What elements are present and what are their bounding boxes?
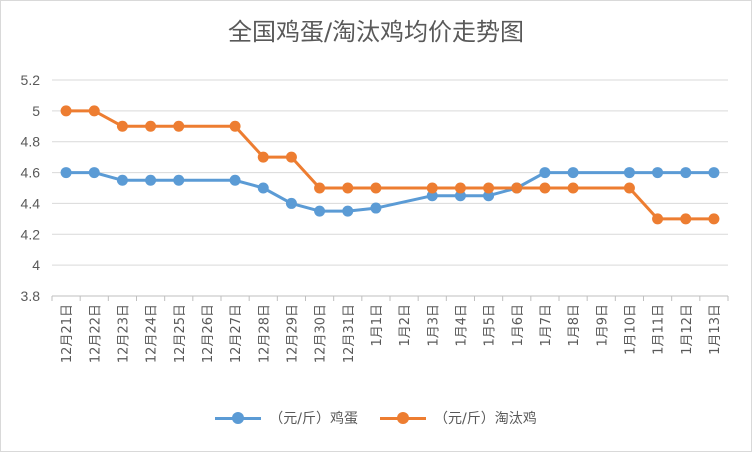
x-tick-label: 1月7日 bbox=[539, 304, 554, 347]
series-1-point bbox=[257, 151, 269, 163]
series-1-point bbox=[173, 120, 185, 132]
series-1-point bbox=[116, 120, 128, 132]
legend-swatch-eggs bbox=[215, 411, 262, 425]
y-tick-label: 5.2 bbox=[21, 72, 41, 88]
y-tick-label: 4.4 bbox=[21, 195, 41, 211]
series-0-point bbox=[370, 202, 382, 214]
legend-swatch-culled-hens bbox=[380, 411, 426, 425]
series-0-point bbox=[88, 167, 100, 179]
series-0-point bbox=[173, 174, 185, 186]
series-0-point bbox=[314, 205, 326, 217]
series-0-point bbox=[539, 167, 551, 179]
series-1-point bbox=[680, 213, 692, 225]
x-tick-label: 1月1日 bbox=[370, 304, 385, 347]
y-tick-label: 4.2 bbox=[21, 226, 41, 242]
x-tick-label: 12月26日 bbox=[201, 304, 216, 363]
series-0-point bbox=[680, 167, 692, 179]
x-tick-label: 12月27日 bbox=[229, 304, 244, 363]
x-tick-label: 12月29日 bbox=[285, 304, 300, 363]
series-1-point bbox=[539, 182, 551, 194]
series-1-point bbox=[511, 182, 523, 194]
series-1-point bbox=[426, 182, 438, 194]
x-tick-label: 12月30日 bbox=[314, 304, 329, 363]
series-0-point bbox=[454, 190, 466, 202]
series-1-point bbox=[483, 182, 495, 194]
chart-title: 全国鸡蛋/淘汰鸡均价走势图 bbox=[227, 18, 525, 46]
series-line-1 bbox=[66, 109, 714, 221]
series-1-point bbox=[145, 120, 157, 132]
x-tick-label: 12月24日 bbox=[145, 304, 160, 363]
series-0-point bbox=[145, 174, 157, 186]
x-tick-label: 12月22日 bbox=[88, 304, 103, 363]
series-0-point bbox=[116, 174, 128, 186]
legend-item-culled-hens: （元/斤）淘汰鸡 bbox=[380, 408, 537, 428]
legend-item-eggs: （元/斤）鸡蛋 bbox=[215, 408, 358, 428]
x-tick-label: 1月10日 bbox=[623, 304, 638, 355]
series-1-point bbox=[60, 105, 72, 117]
series-1-point bbox=[652, 213, 664, 225]
y-tick-label: 4.6 bbox=[21, 165, 41, 181]
x-tick-label: 1月6日 bbox=[511, 304, 526, 347]
series-1-point bbox=[342, 182, 354, 194]
x-tick-label: 1月3日 bbox=[426, 304, 441, 347]
series-0-point bbox=[285, 197, 297, 209]
y-tick-label: 4.8 bbox=[21, 134, 41, 150]
series-0-point bbox=[60, 167, 72, 179]
x-tick-label: 1月8日 bbox=[567, 304, 582, 347]
series-1-point bbox=[623, 182, 635, 194]
series-1-point bbox=[370, 182, 382, 194]
x-tick-label: 1月13日 bbox=[708, 304, 723, 355]
series-0-point bbox=[652, 167, 664, 179]
x-tick-label: 1月4日 bbox=[454, 304, 469, 347]
x-tick-label: 12月21日 bbox=[60, 304, 75, 363]
y-tick-label: 3.8 bbox=[21, 288, 41, 304]
series-0-point bbox=[567, 167, 579, 179]
x-tick-label: 12月28日 bbox=[257, 304, 272, 363]
series-1-point bbox=[314, 182, 326, 194]
x-tick-label: 1月11日 bbox=[652, 304, 667, 355]
x-tick-label: 12月31日 bbox=[342, 304, 357, 363]
y-tick-label: 5 bbox=[32, 103, 40, 119]
x-tick-label: 12月25日 bbox=[173, 304, 188, 363]
series-0-point bbox=[342, 205, 354, 217]
x-tick-label: 1月2日 bbox=[398, 304, 413, 347]
legend-label-culled-hens: （元/斤）淘汰鸡 bbox=[434, 411, 537, 427]
series-line-0 bbox=[66, 171, 714, 213]
series-1-point bbox=[285, 151, 297, 163]
series-0-point bbox=[708, 167, 720, 179]
x-tick-label: 1月9日 bbox=[595, 304, 610, 347]
series-1-point bbox=[454, 182, 466, 194]
series-1-point bbox=[567, 182, 579, 194]
series-0-point bbox=[426, 190, 438, 202]
legend-label-eggs: （元/斤）鸡蛋 bbox=[269, 411, 358, 427]
series-0-point bbox=[257, 182, 269, 194]
series-0-point bbox=[623, 167, 635, 179]
legend: （元/斤）鸡蛋 （元/斤）淘汰鸡 bbox=[0, 408, 752, 428]
series-0-point bbox=[483, 190, 495, 202]
series-0-point bbox=[229, 174, 241, 186]
series-1-point bbox=[708, 213, 720, 225]
y-tick-label: 4 bbox=[32, 257, 40, 273]
x-tick-label: 1月5日 bbox=[483, 304, 498, 347]
series-1-point bbox=[229, 120, 241, 132]
series-1-point bbox=[88, 105, 100, 117]
x-tick-label: 1月12日 bbox=[680, 304, 695, 355]
x-tick-label: 12月23日 bbox=[116, 304, 131, 363]
